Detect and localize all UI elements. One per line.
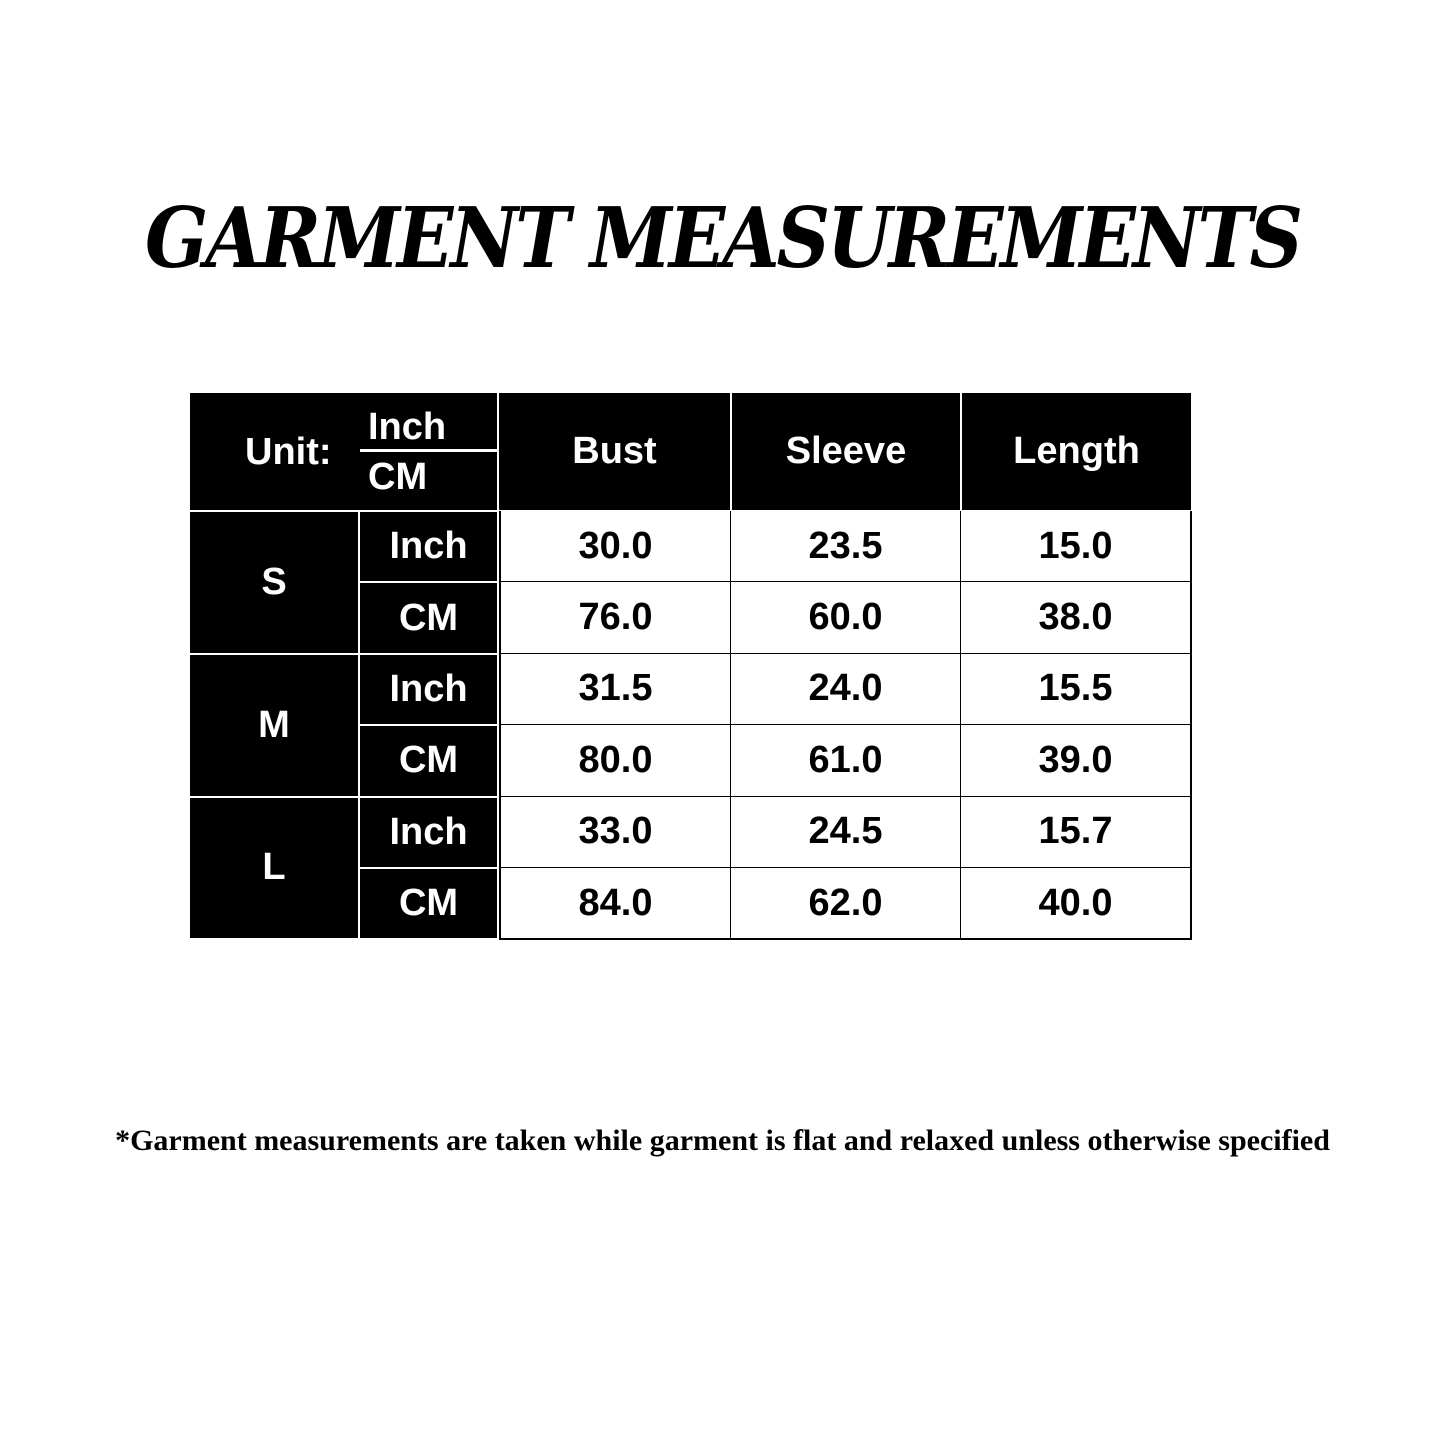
unit-cell: Inch: [360, 512, 497, 582]
value-cell: 15.0: [961, 511, 1192, 584]
column-header-sleeve: Sleeve: [732, 393, 960, 510]
size-label-cell: S: [190, 512, 358, 653]
unit-cell: CM: [360, 869, 497, 939]
value-cell: 84.0: [499, 868, 732, 941]
unit-label: Unit:: [245, 431, 332, 473]
unit-cell: Inch: [360, 797, 497, 867]
value-cell: 30.0: [499, 511, 732, 584]
page-title: GARMENT MEASUREMENTS: [145, 190, 1303, 288]
value-cell: 39.0: [961, 725, 1192, 798]
value-cell: 38.0: [961, 582, 1192, 655]
unit-cell: CM: [360, 583, 497, 653]
value-cell: 80.0: [499, 725, 732, 798]
unit-top-label: Inch: [368, 406, 447, 448]
value-cell: 23.5: [731, 511, 962, 584]
value-cell: 60.0: [731, 582, 962, 655]
value-cell: 62.0: [731, 868, 962, 941]
value-cell: 24.5: [731, 796, 962, 869]
value-cell: 24.0: [731, 653, 962, 727]
value-cell: 33.0: [499, 796, 732, 869]
size-label-cell: M: [190, 654, 358, 796]
value-cell: 40.0: [961, 868, 1192, 941]
column-header-bust: Bust: [499, 393, 730, 510]
unit-cell: Inch: [360, 654, 497, 725]
value-cell: 15.7: [961, 796, 1192, 869]
column-header-length: Length: [962, 393, 1191, 510]
unit-cell: CM: [360, 726, 497, 796]
unit-divider: [360, 449, 497, 452]
value-cell: 76.0: [499, 582, 732, 655]
unit-bottom-label: CM: [368, 456, 428, 498]
size-label-cell: L: [190, 797, 358, 939]
value-cell: 31.5: [499, 653, 732, 727]
value-cell: 61.0: [731, 725, 962, 798]
footnote: *Garment measurements are taken while ga…: [115, 1124, 1330, 1157]
value-cell: 15.5: [961, 653, 1192, 727]
